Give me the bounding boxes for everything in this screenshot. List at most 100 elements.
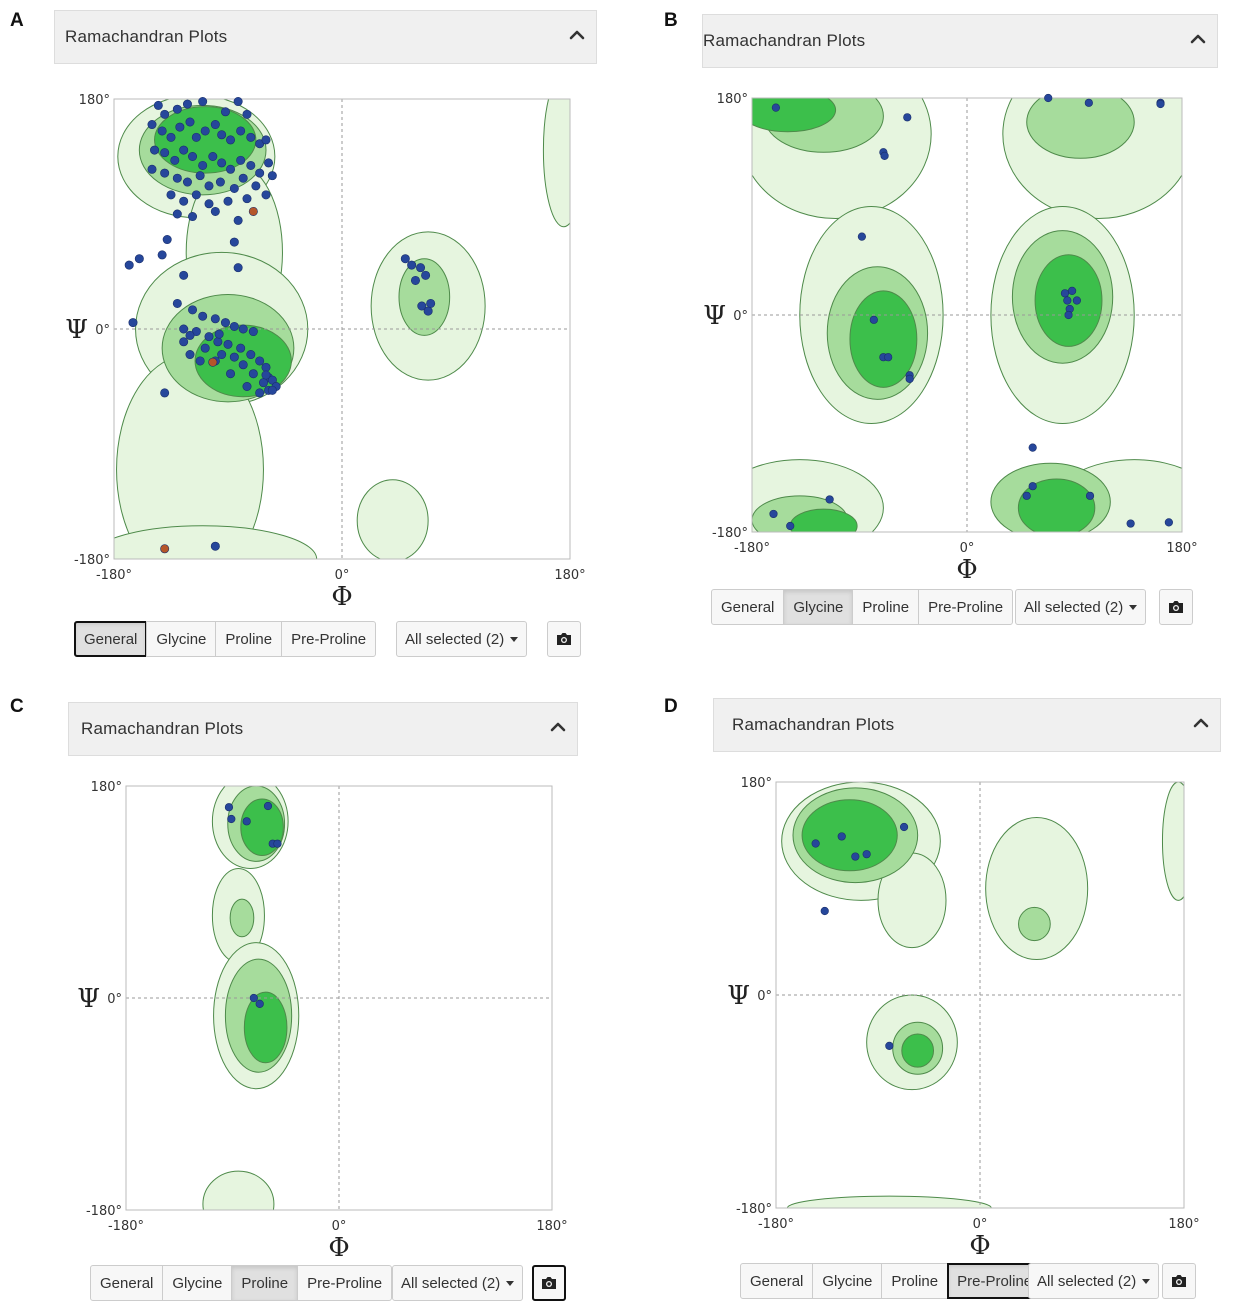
data-point [204, 332, 214, 342]
proline-button[interactable]: Proline [215, 621, 283, 657]
glycine-button[interactable]: Glycine [812, 1263, 883, 1299]
data-point [267, 385, 277, 395]
plot-toolbar: General Glycine Proline Pre-Proline All … [74, 621, 594, 659]
data-point [837, 832, 846, 841]
chevron-up-icon[interactable] [1192, 714, 1210, 732]
data-point [273, 839, 282, 848]
data-point [204, 181, 214, 191]
camera-button[interactable] [1159, 589, 1193, 625]
ramachandran-plot: -180° 0° 180°180°-180°Ψ 0°Φ [727, 776, 1199, 1261]
data-point [233, 215, 243, 225]
card-header: Ramachandran Plots [713, 698, 1221, 752]
region-light [202, 1170, 275, 1210]
pre-proline-button[interactable]: Pre-Proline [297, 1265, 393, 1301]
data-point [255, 356, 265, 366]
pre-proline-button[interactable]: Pre-Proline [918, 589, 1014, 625]
data-point [172, 104, 182, 114]
data-point [1084, 98, 1093, 107]
y-tick-label: 0° [107, 992, 122, 1007]
y-tick-label: -180° [74, 553, 110, 568]
data-point [417, 301, 427, 311]
data-point [210, 541, 220, 551]
data-point [769, 509, 778, 519]
y-tick-label: 180° [91, 780, 122, 795]
data-point [261, 370, 271, 380]
data-point [416, 263, 426, 273]
data-point [185, 117, 195, 127]
general-button[interactable]: General [74, 621, 148, 657]
card-header: Ramachandran Plots [702, 14, 1218, 68]
y-axis-label: Ψ [703, 301, 726, 331]
data-point [182, 177, 192, 187]
proline-button[interactable]: Proline [852, 589, 920, 625]
data-points [124, 97, 436, 554]
proline-button[interactable]: Proline [881, 1263, 949, 1299]
data-point [175, 122, 185, 132]
data-point [220, 107, 230, 117]
card-header: Ramachandran Plots [54, 10, 597, 64]
camera-button[interactable] [532, 1265, 566, 1301]
chevron-up-icon[interactable] [568, 26, 586, 44]
data-point [214, 329, 224, 339]
glycine-button[interactable]: Glycine [783, 589, 854, 625]
data-point [263, 801, 273, 811]
region-light [1161, 782, 1184, 901]
data-point [162, 235, 172, 245]
data-point [179, 196, 189, 206]
chevron-up-icon[interactable] [549, 718, 567, 736]
general-button[interactable]: General [711, 589, 785, 625]
region-light [356, 479, 429, 559]
data-point [179, 270, 189, 280]
region-mid [229, 898, 255, 938]
chevron-up-icon[interactable] [1189, 30, 1207, 48]
data-point [246, 160, 256, 170]
panel-a: A Ramachandran Plots -180° 0° 180° 180° -180… [0, 0, 624, 660]
glycine-button[interactable]: Glycine [146, 621, 217, 657]
data-point [410, 275, 420, 285]
plot-frame [775, 781, 1185, 1209]
glycine-button[interactable]: Glycine [162, 1265, 233, 1301]
ramachandran-plot: -180° 0° 180°180°-180°Ψ 0°Φ [65, 93, 585, 612]
data-point [227, 814, 236, 824]
y-tick-label: 0° [95, 323, 110, 338]
data-point [249, 993, 258, 1003]
selection-dropdown[interactable]: All selected (2) [396, 621, 528, 657]
data-point [191, 190, 201, 200]
general-button[interactable]: General [90, 1265, 164, 1301]
data-point [255, 999, 264, 1008]
data-point [1028, 443, 1037, 452]
pre-proline-button[interactable]: Pre-Proline [281, 621, 377, 657]
data-point [226, 369, 236, 379]
data-point [150, 145, 160, 155]
data-point [242, 109, 252, 119]
pre-proline-button[interactable]: Pre-Proline [947, 1263, 1043, 1299]
data-point [238, 360, 248, 370]
x-axis-label: Φ [331, 582, 352, 612]
camera-button[interactable] [1162, 1263, 1196, 1299]
panel-letter: D [664, 696, 678, 717]
data-point [1044, 93, 1053, 103]
data-point [200, 126, 210, 136]
data-point [905, 374, 914, 383]
plot-toolbar: General Glycine Proline Pre-Proline All … [90, 1265, 610, 1303]
card-title: Ramachandran Plots [65, 27, 228, 46]
data-point [238, 324, 248, 334]
selection-dropdown[interactable]: All selected (2) [392, 1265, 524, 1301]
data-point [880, 151, 889, 160]
data-point [166, 132, 176, 142]
x-tick-label: 0° [973, 1217, 988, 1232]
data-point [182, 99, 192, 109]
data-point [1085, 491, 1095, 500]
proline-button[interactable]: Proline [231, 1265, 299, 1301]
general-button[interactable]: General [740, 1263, 814, 1299]
data-point [160, 109, 170, 119]
y-tick-label: 180° [741, 776, 772, 791]
data-point [147, 164, 157, 174]
data-point [869, 315, 878, 324]
selection-dropdown[interactable]: All selected (2) [1028, 1263, 1160, 1299]
camera-button[interactable] [547, 621, 581, 657]
data-point [811, 839, 820, 848]
region-mid [398, 258, 451, 336]
data-point [185, 350, 195, 360]
selection-dropdown[interactable]: All selected (2) [1015, 589, 1147, 625]
